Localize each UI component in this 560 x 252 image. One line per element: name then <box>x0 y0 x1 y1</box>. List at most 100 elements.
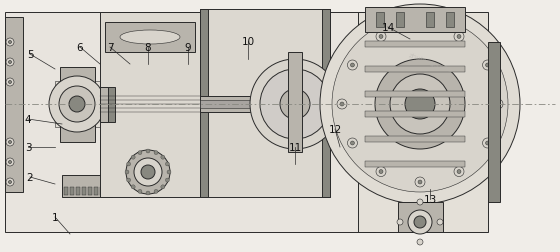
Circle shape <box>126 150 170 194</box>
Polygon shape <box>225 115 241 154</box>
Circle shape <box>167 170 171 174</box>
Bar <box>396 13 404 28</box>
Bar <box>60 68 95 142</box>
Polygon shape <box>279 55 295 94</box>
Text: 9: 9 <box>185 43 192 53</box>
Circle shape <box>161 185 165 189</box>
Polygon shape <box>274 85 290 124</box>
Bar <box>200 97 330 113</box>
Circle shape <box>405 90 435 119</box>
Bar <box>358 13 488 232</box>
Circle shape <box>8 61 12 64</box>
Circle shape <box>154 190 158 194</box>
Circle shape <box>59 87 95 122</box>
Circle shape <box>415 177 425 187</box>
Circle shape <box>127 178 130 182</box>
Circle shape <box>356 96 362 102</box>
Polygon shape <box>215 60 290 92</box>
Bar <box>106 187 110 195</box>
Polygon shape <box>23 18 100 197</box>
Circle shape <box>8 161 12 164</box>
Bar <box>70 187 74 195</box>
Bar <box>365 42 465 48</box>
Circle shape <box>8 41 12 44</box>
Circle shape <box>6 39 14 47</box>
Circle shape <box>356 106 362 112</box>
Bar <box>62 175 112 197</box>
Bar <box>288 53 302 152</box>
Circle shape <box>131 185 135 189</box>
Bar <box>365 92 465 98</box>
Bar <box>365 67 465 73</box>
Text: 3: 3 <box>25 142 31 152</box>
Bar <box>5 13 375 232</box>
Polygon shape <box>220 85 236 124</box>
Bar <box>446 13 454 28</box>
Circle shape <box>356 115 362 121</box>
Bar <box>325 97 360 113</box>
Circle shape <box>414 216 426 228</box>
Circle shape <box>49 77 105 133</box>
Polygon shape <box>215 80 290 112</box>
Polygon shape <box>235 67 275 83</box>
Bar <box>398 202 443 232</box>
Circle shape <box>8 181 12 184</box>
Bar <box>488 43 500 202</box>
Text: 7: 7 <box>107 43 113 53</box>
Circle shape <box>457 170 461 174</box>
Text: 11: 11 <box>288 142 302 152</box>
Text: 6: 6 <box>77 43 83 53</box>
Circle shape <box>165 162 170 166</box>
Circle shape <box>146 149 150 153</box>
Circle shape <box>6 59 14 67</box>
Bar <box>76 187 80 195</box>
Polygon shape <box>235 127 275 142</box>
Bar <box>200 101 330 109</box>
Bar <box>365 8 465 33</box>
Circle shape <box>486 141 489 145</box>
Circle shape <box>351 64 354 68</box>
Circle shape <box>437 219 443 225</box>
Bar <box>365 161 465 167</box>
Bar <box>100 13 200 197</box>
Circle shape <box>6 138 14 146</box>
Circle shape <box>483 138 493 148</box>
Circle shape <box>8 81 12 84</box>
Circle shape <box>486 64 489 68</box>
Circle shape <box>351 141 354 145</box>
Text: 8: 8 <box>144 43 151 53</box>
Circle shape <box>141 165 155 179</box>
Circle shape <box>161 155 165 160</box>
Polygon shape <box>256 85 272 124</box>
Circle shape <box>415 22 425 32</box>
Circle shape <box>417 239 423 245</box>
Polygon shape <box>225 55 241 94</box>
Circle shape <box>356 86 362 92</box>
Circle shape <box>6 79 14 87</box>
Circle shape <box>347 138 357 148</box>
Circle shape <box>408 210 432 234</box>
Circle shape <box>138 190 142 194</box>
Text: 13: 13 <box>423 194 437 204</box>
Circle shape <box>454 32 464 42</box>
Bar <box>365 137 465 142</box>
Text: 14: 14 <box>381 23 395 33</box>
Bar <box>325 93 360 116</box>
Bar <box>55 82 100 128</box>
Bar <box>322 10 330 197</box>
Circle shape <box>379 170 383 174</box>
Circle shape <box>493 100 503 110</box>
Circle shape <box>418 25 422 29</box>
Bar <box>100 88 108 122</box>
Circle shape <box>417 199 423 205</box>
Text: 10: 10 <box>241 37 255 47</box>
Circle shape <box>332 17 508 192</box>
Circle shape <box>397 219 403 225</box>
Circle shape <box>454 167 464 177</box>
Circle shape <box>376 167 386 177</box>
Circle shape <box>260 70 330 139</box>
Circle shape <box>69 97 85 113</box>
Circle shape <box>165 178 170 182</box>
Polygon shape <box>215 119 290 151</box>
Bar <box>376 13 384 28</box>
